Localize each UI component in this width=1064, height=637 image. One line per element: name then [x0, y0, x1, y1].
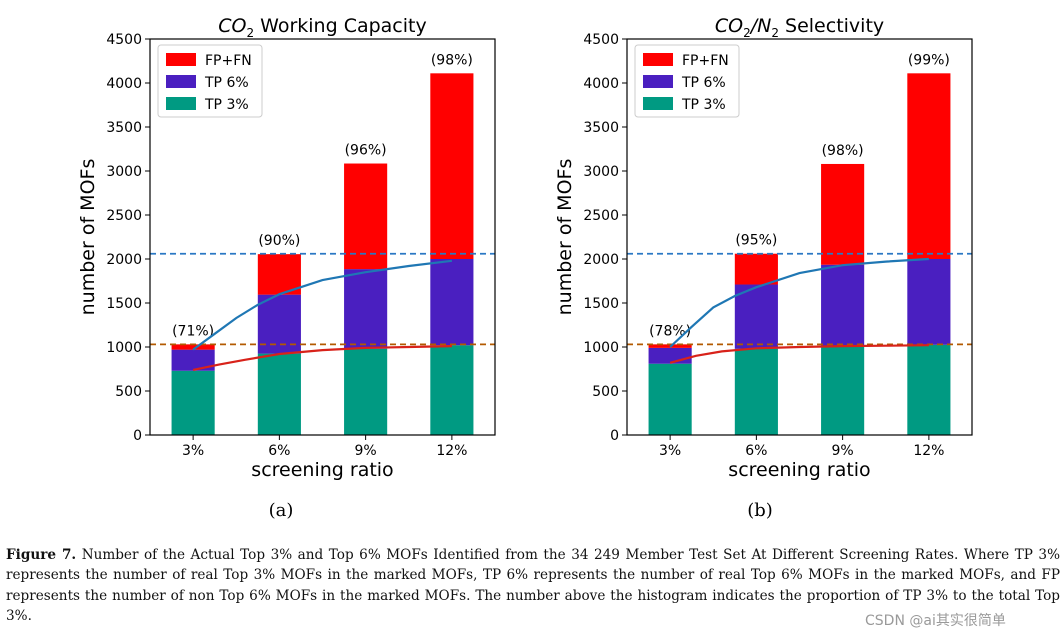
x-axis-label: screening ratio: [728, 459, 870, 481]
bar-tp-6-: [648, 347, 692, 364]
bar-percentage-label: (90%): [258, 233, 300, 249]
bar-fp-fn: [430, 73, 474, 259]
legend-swatch: [166, 53, 196, 66]
x-tick-label: 3%: [182, 443, 204, 459]
x-axis-label: screening ratio: [251, 459, 393, 481]
subfigure-label: (b): [747, 500, 773, 521]
y-tick-label: 3500: [106, 120, 142, 136]
legend-swatch: [166, 75, 196, 88]
bar-fp-fn: [171, 344, 215, 350]
legend-label: TP 3%: [681, 97, 726, 113]
x-tick-label: 6%: [268, 443, 290, 459]
tp3-curve: [192, 345, 452, 371]
y-tick-label: 2000: [106, 252, 142, 268]
plot-frame: [149, 38, 496, 436]
y-tick-label: 500: [592, 384, 619, 400]
bar-tp-3-: [907, 344, 951, 435]
bar-fp-fn: [257, 254, 301, 295]
x-tick-label: 9%: [355, 443, 377, 459]
bar-percentage-label: (98%): [822, 143, 864, 159]
y-tick-label: 4500: [583, 32, 619, 48]
legend-swatch: [643, 75, 673, 88]
legend-label: FP+FN: [205, 53, 252, 69]
bar-tp-3-: [430, 345, 474, 435]
bar-percentage-label: (99%): [908, 52, 950, 68]
y-tick-label: 1000: [583, 340, 619, 356]
tp6-curve: [669, 257, 929, 348]
y-axis-label: number of MOFs: [77, 159, 99, 316]
bar-tp-6-: [821, 264, 865, 347]
bar-percentage-label: (96%): [345, 143, 387, 159]
bar-tp-3-: [648, 363, 692, 435]
bar-tp-6-: [430, 259, 474, 346]
figure: CO2 Working Capacity (71%) (90%) (96%) (98%)…: [77, 15, 973, 521]
bar-fp-fn: [344, 163, 388, 270]
bar-tp-3-: [171, 370, 215, 435]
x-tick-label: 6%: [745, 443, 767, 459]
x-tick-label: 3%: [659, 443, 681, 459]
legend-swatch: [643, 53, 673, 66]
y-tick-label: 2500: [106, 208, 142, 224]
caption-text: Number of the Actual Top 3% and Top 6% M…: [6, 547, 1060, 625]
chart-a: CO2 Working Capacity (71%) (90%) (96%) (98%)…: [77, 15, 496, 521]
tp3-curve: [669, 344, 929, 364]
bar-fp-fn: [734, 253, 778, 285]
bar-tp-3-: [821, 347, 865, 435]
chart-b: CO2/N2 Selectivity (78%) (95%) (98%) (99%) 0 5…: [554, 15, 973, 521]
x-tick-label: 9%: [832, 443, 854, 459]
bar-percentage-label: (95%): [735, 233, 777, 249]
legend-label: FP+FN: [682, 53, 729, 69]
bar-tp-6-: [734, 284, 778, 349]
bar-percentage-label: (71%): [172, 323, 214, 339]
x-tick-label: 12%: [913, 443, 944, 459]
bar-tp-6-: [344, 269, 388, 349]
bar-fp-fn: [821, 163, 865, 265]
caption-label: Figure 7.: [6, 547, 77, 563]
legend-label: TP 6%: [681, 75, 726, 91]
y-tick-label: 2000: [583, 252, 619, 268]
bar-percentage-label: (78%): [649, 323, 691, 339]
y-tick-label: 4000: [106, 76, 142, 92]
tp6-curve: [192, 259, 453, 351]
legend-swatch: [643, 97, 673, 110]
y-tick-label: 2500: [583, 208, 619, 224]
y-tick-label: 1500: [106, 296, 142, 312]
y-axis-label: number of MOFs: [554, 159, 576, 316]
legend-label: TP 3%: [204, 97, 249, 113]
legend-label: TP 6%: [204, 75, 249, 91]
bar-tp-6-: [907, 259, 951, 345]
y-tick-label: 1000: [106, 340, 142, 356]
subfigure-label: (a): [269, 500, 294, 521]
y-tick-label: 3000: [583, 164, 619, 180]
chart-title: CO2/N2 Selectivity: [715, 15, 884, 40]
plot-frame: [626, 38, 973, 436]
bar-tp-3-: [257, 353, 301, 435]
y-tick-label: 1500: [583, 296, 619, 312]
y-tick-label: 0: [133, 428, 142, 444]
chart-title: CO2 Working Capacity: [218, 15, 426, 40]
legend-swatch: [166, 97, 196, 110]
bar-tp-3-: [734, 348, 778, 435]
y-tick-label: 3500: [583, 120, 619, 136]
y-tick-label: 500: [115, 384, 142, 400]
bar-tp-6-: [171, 349, 215, 371]
figure-caption: Figure 7. Number of the Actual Top 3% an…: [6, 545, 1060, 627]
bar-fp-fn: [907, 73, 951, 259]
y-tick-label: 3000: [106, 164, 142, 180]
watermark: CSDN @ai其实很简单: [862, 610, 1009, 630]
bar-percentage-label: (98%): [431, 52, 473, 68]
y-tick-label: 4000: [583, 76, 619, 92]
y-tick-label: 4500: [106, 32, 142, 48]
x-tick-label: 12%: [436, 443, 467, 459]
bar-tp-3-: [344, 348, 388, 435]
y-tick-label: 0: [610, 428, 619, 444]
